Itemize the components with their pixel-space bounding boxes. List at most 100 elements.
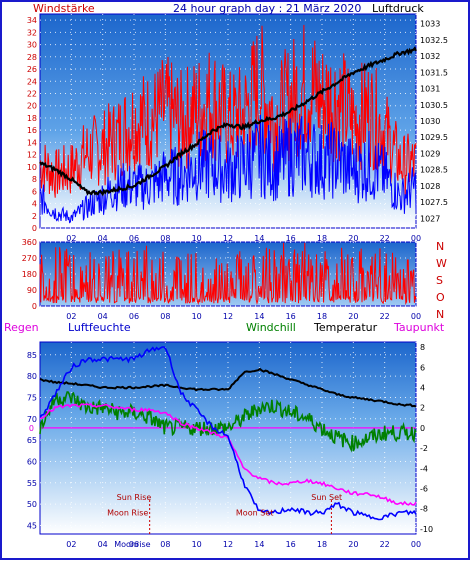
y2-tick-label: 1033: [420, 20, 440, 29]
x-tick-label: 12: [223, 234, 233, 243]
moon-rise-annotation: Moon Rise: [107, 509, 148, 518]
y-tick-label: 14: [27, 138, 37, 147]
y2-tick-label: 1030.5: [420, 101, 448, 110]
x-tick-label: 00: [411, 540, 421, 549]
compass-label: N: [436, 308, 444, 321]
y-tick-label: 18: [27, 114, 37, 123]
windchill-line: [39, 391, 417, 453]
compass-label: N: [436, 240, 444, 253]
humidity-line: [39, 346, 417, 521]
y2-tick-label: 1027: [420, 214, 440, 223]
x-tick-label: 14: [254, 234, 264, 243]
y-tick-label: 32: [27, 28, 37, 37]
x-tick-label: 16: [286, 234, 296, 243]
sun-rise-annotation: Sun Rise: [117, 493, 152, 502]
y-tick-label: 2: [32, 212, 37, 221]
y-tick-label: 34: [27, 16, 37, 25]
x-tick-label: 04: [98, 540, 108, 549]
moon-set-annotation: Moon Set: [236, 509, 273, 518]
y-tick-label: 28: [27, 53, 37, 62]
y2-tick-label: 1032.5: [420, 36, 448, 45]
x-tick-label: 16: [286, 312, 296, 321]
x-tick-label: 08: [160, 312, 170, 321]
y-tick-label: 6: [32, 187, 37, 196]
y2-tick-label: 6: [420, 363, 425, 372]
y-tick-label: 26: [27, 65, 37, 74]
legend-regen: Regen: [4, 321, 39, 334]
x-tick-label: 20: [348, 312, 358, 321]
x-tick-label: 04: [98, 234, 108, 243]
y-tick-label: 55: [27, 479, 37, 488]
x-tick-label: 12: [223, 540, 233, 549]
y2-tick-label: 1028: [420, 182, 440, 191]
y-tick-label: 20: [27, 102, 37, 111]
x-tick-label: 20: [348, 540, 358, 549]
x-tick-label: 20: [348, 234, 358, 243]
x-tick-label: 10: [192, 312, 202, 321]
y-tick-label: 85: [27, 351, 37, 360]
x-tick-label: 04: [98, 312, 108, 321]
y-tick-label: 70: [27, 415, 37, 424]
x-tick-label: 14: [254, 540, 264, 549]
legend-taupunkt: Taupunkt: [393, 321, 445, 334]
y-tick-label: 90: [27, 286, 37, 295]
wind-pressure-panel: 024681012141618202224262830323410271027.…: [27, 14, 448, 243]
y2-tick-label: 1030: [420, 117, 440, 126]
y-tick-label: 75: [27, 393, 37, 402]
x-tick-label: 22: [380, 234, 390, 243]
y2-tick-label: -8: [420, 505, 428, 514]
y-tick-label: 270: [22, 254, 37, 263]
legend-luftfeuchte: Luftfeuchte: [68, 321, 131, 334]
y-tick-label: 80: [27, 372, 37, 381]
x-tick-label: 18: [317, 312, 327, 321]
x-tick-label: 06: [129, 312, 139, 321]
y2-tick-label: -6: [420, 485, 428, 494]
y2-tick-label: 1029: [420, 149, 440, 158]
y-tick-label: 360: [22, 238, 37, 247]
y2-tick-label: 2: [420, 404, 425, 413]
y-tick-label: 10: [27, 163, 37, 172]
y2-tick-label: 1032: [420, 52, 440, 61]
y-tick-label: 16: [27, 126, 37, 135]
x-tick-label: 02: [66, 540, 76, 549]
y2-tick-label: 1027.5: [420, 198, 448, 207]
y2-tick-label: 4: [420, 383, 425, 392]
y2-tick-label: 1028.5: [420, 166, 448, 175]
chart-title: 24 hour graph day : 21 März 2020: [173, 2, 361, 15]
wind-average-line: [39, 114, 417, 224]
compass-label: W: [436, 257, 447, 270]
sun-set-annotation: Sun Set: [311, 493, 342, 502]
y-tick-label: 65: [27, 436, 37, 445]
left-title: Windstärke: [33, 2, 95, 15]
y-tick-label: 24: [27, 77, 37, 86]
y-tick-label: 22: [27, 89, 37, 98]
x-tick-label: 22: [380, 312, 390, 321]
x-tick-label: 06: [129, 540, 139, 549]
y-tick-label: 60: [27, 457, 37, 466]
y2-tick-label: 1031.5: [420, 68, 448, 77]
wind-direction-line: [39, 242, 417, 306]
x-tick-label: 18: [317, 234, 327, 243]
temperature-line: [39, 367, 417, 408]
compass-label: S: [436, 274, 443, 287]
y-tick-label: 8: [32, 175, 37, 184]
x-tick-label: 08: [160, 540, 170, 549]
y-tick-label: 4: [32, 200, 37, 209]
x-tick-label: 00: [411, 312, 421, 321]
y-tick-label: 50: [27, 500, 37, 509]
y2-tick-label: -4: [420, 464, 428, 473]
x-tick-label: 18: [317, 540, 327, 549]
legend-temperatur: Temperatur: [313, 321, 378, 334]
moonrise-axis-label: Moonrise: [114, 540, 150, 549]
y-tick-label: 0: [32, 224, 37, 233]
y2-tick-label: 1029.5: [420, 133, 448, 142]
y2-tick-label: 0: [420, 424, 425, 433]
x-tick-label: 08: [160, 234, 170, 243]
x-tick-label: 22: [380, 540, 390, 549]
x-tick-label: 16: [286, 540, 296, 549]
y2-tick-label: 8: [420, 343, 425, 352]
compass-label: O: [436, 291, 445, 304]
